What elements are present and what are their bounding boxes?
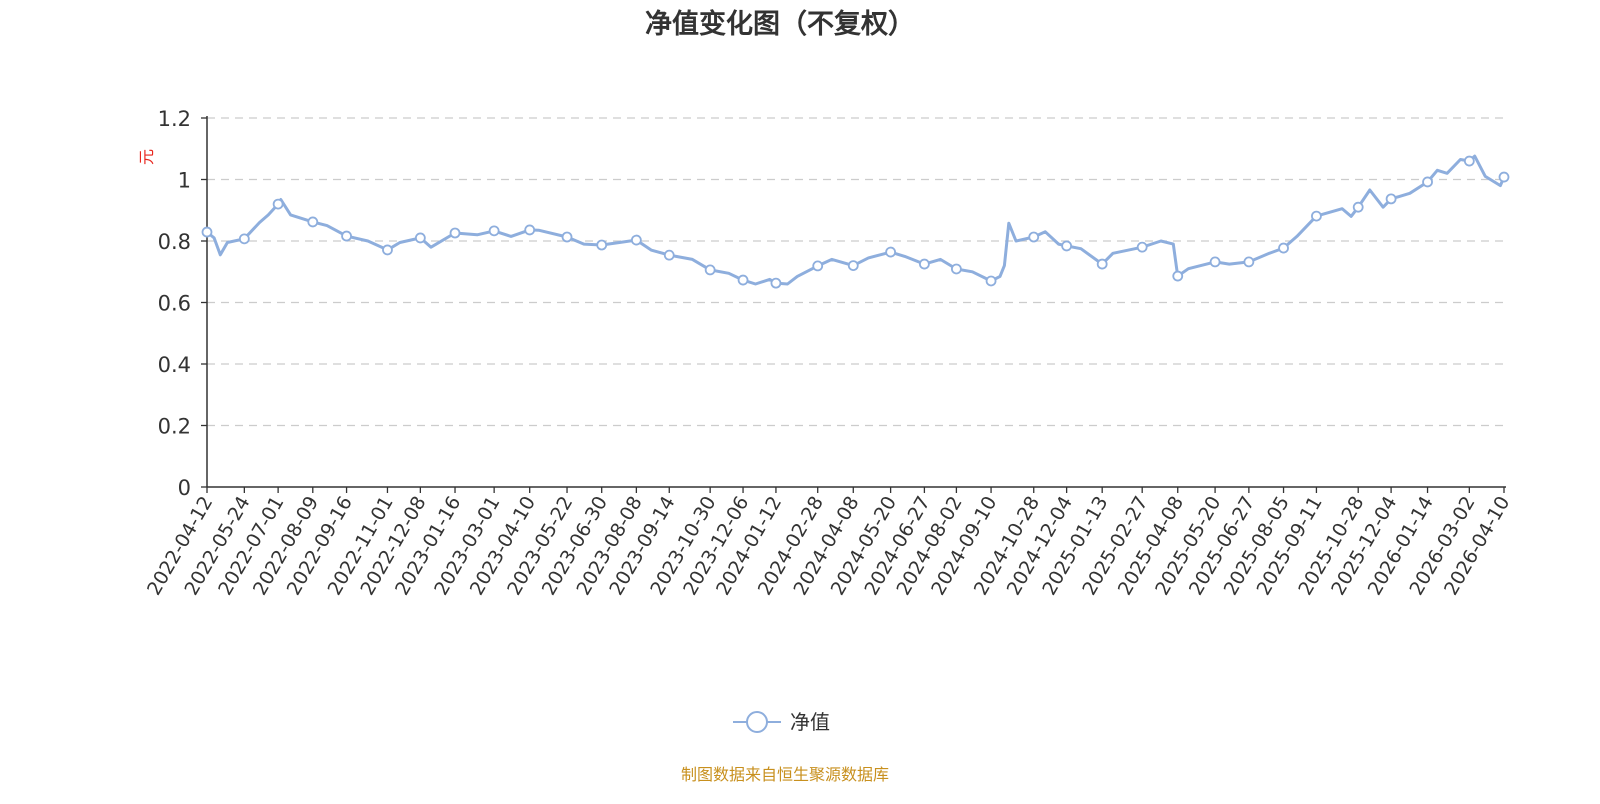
- data-point: [1463, 155, 1475, 167]
- legend[interactable]: 净值: [733, 710, 830, 734]
- data-point: [1278, 242, 1289, 254]
- data-point: [561, 231, 573, 243]
- data-point: [950, 263, 962, 275]
- y-tick-label: 0.2: [158, 415, 191, 439]
- data-point: [1096, 258, 1108, 270]
- data-point: [737, 274, 749, 286]
- data-point: [414, 232, 426, 244]
- data-point: [1422, 176, 1433, 188]
- data-source: 制图数据来自恒生聚源数据库: [681, 765, 889, 784]
- data-point: [1209, 256, 1221, 268]
- data-point: [630, 234, 642, 246]
- data-point: [307, 216, 319, 228]
- series-line: [206, 154, 1506, 286]
- data-point: [1172, 270, 1184, 282]
- data-point: [488, 225, 500, 237]
- y-tick-label: 0.8: [158, 230, 191, 254]
- y-tick-label: 0.6: [158, 292, 191, 316]
- data-point: [663, 249, 675, 261]
- data-point: [1352, 201, 1364, 213]
- data-point: [1243, 256, 1255, 268]
- data-point: [770, 277, 782, 289]
- data-point: [1061, 240, 1073, 252]
- data-point: [704, 264, 716, 276]
- y-tick-label: 1.2: [158, 107, 191, 131]
- legend-circle-icon: [746, 711, 768, 733]
- data-point: [341, 230, 352, 242]
- data-point: [918, 258, 930, 270]
- data-point: [885, 246, 897, 258]
- chart-title: 净值变化图（不复权）: [645, 8, 915, 40]
- data-point: [1311, 210, 1322, 222]
- y-tick-label: 1: [178, 169, 191, 193]
- data-point: [238, 233, 250, 245]
- data-point: [847, 260, 859, 272]
- data-point: [1385, 193, 1397, 205]
- axes: 00.20.40.60.811.22022-04-122022-05-24202…: [143, 107, 1514, 599]
- series-nav: [201, 154, 1510, 289]
- legend-label: 净值: [790, 710, 830, 734]
- data-point: [382, 244, 393, 256]
- y-tick-label: 0: [178, 476, 191, 500]
- data-point: [812, 260, 824, 272]
- data-point: [201, 226, 213, 238]
- data-point: [1498, 171, 1510, 183]
- data-point: [596, 239, 608, 251]
- data-point: [272, 198, 284, 210]
- y-axis-unit: 元: [137, 149, 156, 165]
- data-point: [985, 275, 997, 287]
- data-point: [1028, 231, 1040, 243]
- grid-lines: [207, 117, 1504, 427]
- data-point: [524, 224, 536, 236]
- data-point: [1136, 241, 1148, 253]
- y-tick-label: 0.4: [158, 353, 191, 377]
- data-point: [449, 227, 461, 239]
